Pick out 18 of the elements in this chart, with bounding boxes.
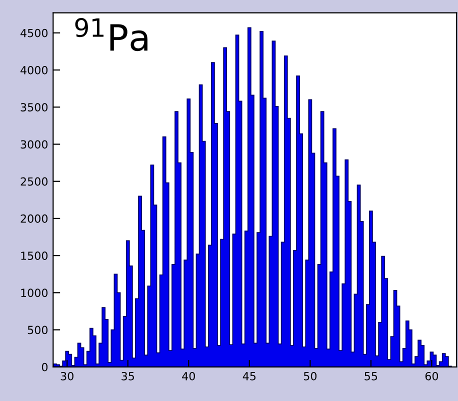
y-tick-label: 1000 xyxy=(21,288,48,298)
y-tick-label: 4500 xyxy=(20,28,48,38)
x-tick-label: 55 xyxy=(364,372,378,380)
y-tick-label: 0 xyxy=(42,362,48,372)
chart-title: $^{91}$Pa xyxy=(75,18,148,52)
x-tick-label: 40 xyxy=(182,372,195,380)
x-tick-label: 45 xyxy=(242,372,256,380)
y-tick-label: 1500 xyxy=(21,252,48,260)
y-tick-label: 2000 xyxy=(20,214,48,223)
x-tick-label: 50 xyxy=(304,372,317,380)
x-tick-label: 30 xyxy=(60,372,74,380)
y-tick-label: 4000 xyxy=(20,66,48,74)
x-tick-label: 35 xyxy=(122,372,134,380)
y-tick-label: 500 xyxy=(28,326,48,334)
y-tick-label: 3000 xyxy=(20,140,48,149)
y-tick-label: 2500 xyxy=(20,177,48,186)
x-tick-label: 60 xyxy=(425,372,438,380)
y-tick-label: 3500 xyxy=(20,103,48,112)
